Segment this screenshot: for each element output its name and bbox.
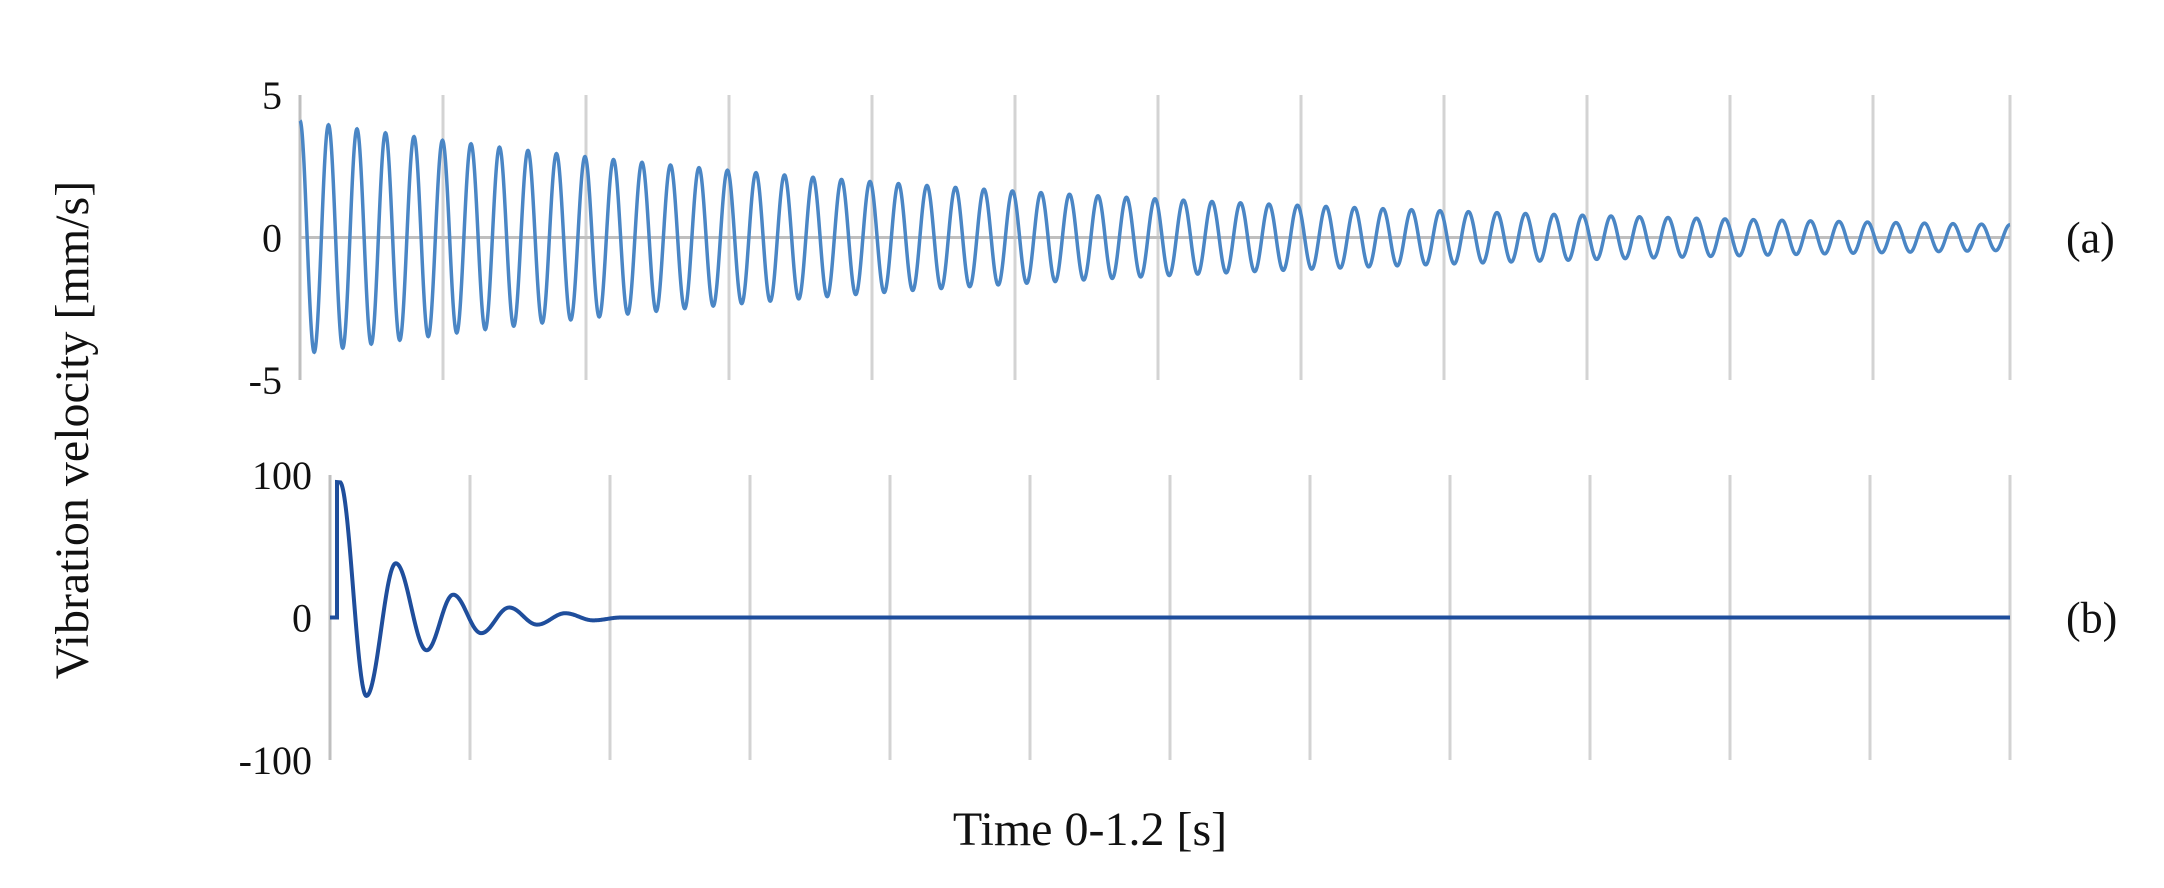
y-axis-title: Vibration velocity [mm/s] xyxy=(46,181,99,679)
panel-a-series-line xyxy=(298,119,2011,355)
panel-b-ytick-label: 0 xyxy=(292,596,312,641)
x-axis-title: Time 0-1.2 [s] xyxy=(953,803,1227,856)
panel-a-ytick-label: 0 xyxy=(262,216,282,261)
panel-a-ytick-label: -5 xyxy=(249,358,282,403)
panel-b-series-line xyxy=(330,479,2010,699)
panel-a-ytick-label: 5 xyxy=(262,73,282,118)
panel-b-ytick-label: 100 xyxy=(252,453,312,498)
panel-b: 100 0 -100 (b) xyxy=(239,453,2118,783)
panel-b-label: (b) xyxy=(2066,594,2117,643)
panel-b-ytick-label: -100 xyxy=(239,738,312,783)
panel-a: 5 0 -5 (a) xyxy=(249,73,2115,403)
panel-a-label: (a) xyxy=(2066,214,2115,263)
